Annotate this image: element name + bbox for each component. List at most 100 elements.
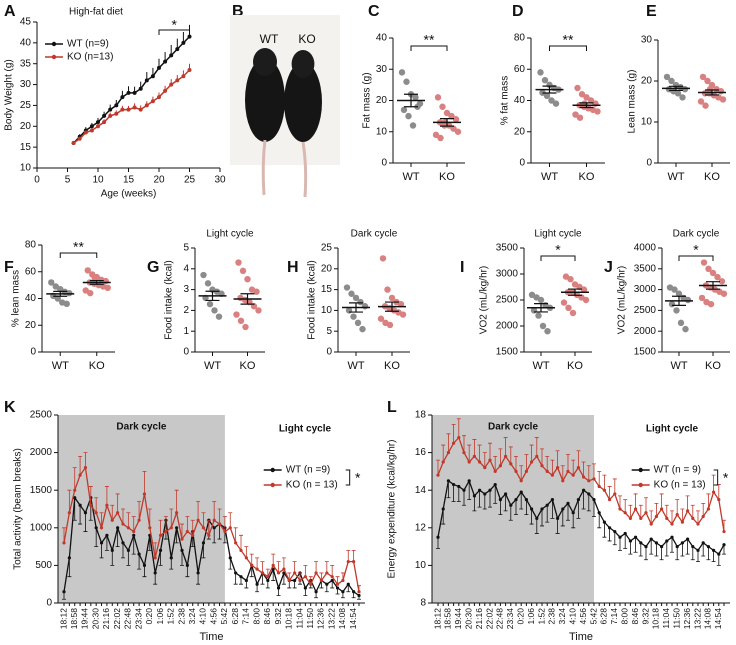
data-point [452,116,460,123]
marker [180,537,184,541]
error-bar [78,505,83,525]
error-bar [633,493,638,509]
error-bar [260,561,265,573]
data-point [671,286,678,293]
marker [504,454,508,458]
marker [303,586,307,590]
marker [701,514,705,519]
marker [696,548,700,552]
significance-label: * [693,242,699,258]
data-point [397,300,405,308]
marker [132,105,137,110]
marker [592,477,596,481]
marker [271,563,275,568]
marker [276,571,281,575]
marker [132,90,137,95]
y-tick-label: 0 [30,347,36,358]
marker [634,507,638,511]
significance-bracket [158,29,190,35]
error-bar [612,531,617,546]
error-bar [142,565,147,578]
marker [234,571,238,575]
marker [169,556,173,560]
panel-label: I [460,259,464,276]
error-bar [493,455,498,472]
x-tick-label: WT [667,171,684,183]
marker [309,582,313,586]
error-bar [680,508,685,523]
marker [446,451,450,455]
marker [239,575,243,579]
marker [530,460,534,464]
legend-label: WT (n = 9) [654,465,701,476]
marker [73,488,77,492]
x-tick-label: WT [347,360,364,372]
marker [712,548,716,552]
x-tick-label: 11:50 [305,608,315,629]
marker [196,518,200,522]
marker [228,556,232,560]
error-bar [623,499,628,513]
marker [457,484,461,489]
marker [132,529,136,534]
y-tick-label: 30 [641,35,653,46]
data-point [677,319,685,327]
y-tick-label: 2000 [496,321,519,332]
marker [62,590,66,594]
marker [346,560,350,564]
error-bar [503,437,508,457]
marker [608,498,612,502]
y-tick-label: 12 [415,522,427,533]
data-point [211,307,218,314]
error-bar [126,550,131,566]
chart-title: Dark cycle [673,229,720,240]
marker [196,571,200,575]
marker [158,533,163,537]
legend-marker [638,467,643,473]
error-bar [110,550,115,566]
marker [102,113,107,118]
y-tick-label: 2000 [634,326,657,337]
error-bar [185,516,190,532]
error-bar [94,527,99,547]
error-bar [99,542,104,559]
data-point [244,276,251,283]
x-tick-label: 18:12 [58,608,68,630]
panel-label: E [646,3,657,20]
data-point [673,307,680,314]
marker [696,522,700,526]
x-tick-label: 0 [34,175,40,186]
error-bar [104,486,109,506]
error-bar [467,444,472,462]
error-bar [456,418,461,438]
x-tick-label: 1:06 [526,608,536,625]
error-bar [477,444,482,462]
error-bar [540,448,544,466]
error-bar [212,501,217,521]
x-tick-label: 25 [184,175,196,186]
significance-label: * [723,470,729,486]
y-tick-label: 10 [641,117,653,128]
marker [686,509,690,513]
marker [441,507,445,511]
marker [706,545,711,549]
error-bar [566,503,570,521]
x-tick-label: WT [532,360,549,372]
data-point [537,69,544,76]
error-bar [467,480,472,500]
data-point [594,108,601,115]
sem-bar [404,93,418,108]
error-bar [649,539,654,555]
x-tick-label: 14:54 [348,608,358,630]
data-point [242,323,249,331]
data-point [348,290,355,297]
error-bar [670,537,674,553]
error-bar [498,448,503,466]
error-bar [696,510,700,525]
dark-cycle-shade [432,415,594,603]
marker [137,518,141,522]
error-bar [690,504,695,519]
mouse-head [253,48,277,76]
error-bar [163,516,168,532]
marker [452,441,456,445]
